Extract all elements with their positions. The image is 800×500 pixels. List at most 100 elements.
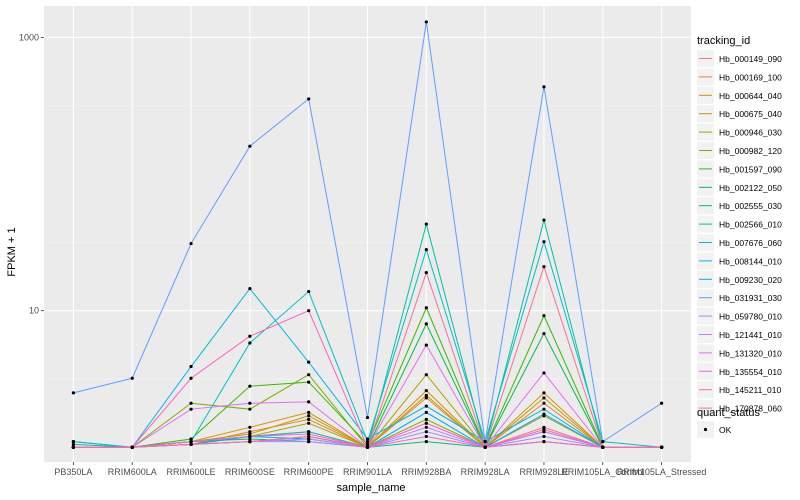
data-point bbox=[365, 437, 370, 441]
data-point bbox=[542, 440, 546, 444]
data-point bbox=[542, 427, 546, 432]
x-tick-label: RRIM928BA bbox=[401, 467, 451, 477]
data-point bbox=[365, 440, 370, 444]
data-point bbox=[130, 445, 134, 449]
x-axis-title: sample_name bbox=[336, 482, 405, 494]
data-point bbox=[424, 421, 428, 425]
data-point bbox=[542, 412, 546, 416]
data-point bbox=[542, 85, 546, 89]
legend-item-Hb_007676_060: Hb_007676_060 bbox=[697, 234, 782, 251]
x-tick-label: RRIM105LA_Stressed bbox=[617, 467, 707, 477]
data-point bbox=[71, 440, 76, 444]
legend-item-Hb_000946_030: Hb_000946_030 bbox=[697, 123, 782, 141]
legend-label: Hb_008144_010 bbox=[719, 256, 782, 266]
legend-label: Hb_007676_060 bbox=[719, 238, 782, 248]
legend-label: Hb_000946_030 bbox=[719, 128, 782, 138]
data-point bbox=[307, 289, 311, 294]
legend-label: Hb_170878_060 bbox=[719, 404, 782, 414]
data-point bbox=[248, 341, 252, 345]
data-point bbox=[659, 401, 664, 405]
data-point bbox=[307, 432, 311, 436]
data-point bbox=[130, 376, 134, 380]
data-point bbox=[307, 414, 311, 418]
data-point bbox=[601, 445, 605, 449]
legend-label: Hb_145211_010 bbox=[719, 385, 782, 395]
x-tick-label: PB350LA bbox=[54, 467, 92, 477]
data-point bbox=[248, 334, 252, 338]
data-point bbox=[307, 373, 311, 377]
data-point bbox=[189, 440, 193, 444]
data-point bbox=[542, 407, 546, 411]
legend-label: Hb_121441_010 bbox=[719, 330, 782, 340]
legend-label: Hb_002566_010 bbox=[719, 220, 782, 230]
data-point bbox=[601, 440, 605, 444]
data-point bbox=[189, 401, 193, 405]
x-tick-label: RRIM600PE bbox=[284, 467, 334, 477]
data-point bbox=[248, 425, 252, 429]
legend-label: Hb_000982_120 bbox=[719, 146, 782, 156]
data-point bbox=[248, 434, 252, 439]
data-point bbox=[542, 314, 546, 318]
data-point bbox=[424, 373, 428, 377]
data-point bbox=[248, 430, 252, 434]
data-point bbox=[189, 407, 193, 411]
legend2-title: quant_status bbox=[697, 407, 760, 419]
legend-item-Hb_008144_010: Hb_008144_010 bbox=[697, 252, 782, 270]
data-point bbox=[542, 371, 546, 375]
legend-item-Hb_009230_020: Hb_009230_020 bbox=[697, 270, 782, 288]
y-tick-label: 10 bbox=[29, 306, 39, 316]
legend: tracking_id Hb_000149_090 Hb_000169_100 Hb… bbox=[697, 35, 782, 438]
data-point bbox=[424, 417, 428, 421]
legend-item-Hb_135554_010: Hb_135554_010 bbox=[697, 362, 782, 380]
legend-item-Hb_002555_030: Hb_002555_030 bbox=[697, 197, 782, 215]
data-point bbox=[424, 404, 428, 408]
data-point bbox=[307, 421, 311, 425]
legend2-item: OK bbox=[697, 421, 732, 438]
x-tick-label: RRIM928LA bbox=[461, 467, 510, 477]
data-point bbox=[542, 218, 546, 222]
data-point bbox=[248, 440, 252, 444]
data-point bbox=[483, 440, 487, 444]
data-point bbox=[542, 391, 546, 395]
data-point bbox=[71, 391, 76, 395]
data-point bbox=[365, 445, 370, 449]
legend2-label: OK bbox=[719, 425, 732, 435]
legend-item-Hb_170878_060: Hb_170878_060 bbox=[697, 399, 782, 417]
legend-item-Hb_145211_010: Hb_145211_010 bbox=[697, 381, 782, 399]
data-point bbox=[307, 400, 311, 404]
data-point bbox=[542, 434, 546, 439]
data-point bbox=[307, 360, 311, 364]
data-point bbox=[365, 415, 370, 420]
data-point bbox=[307, 440, 311, 444]
data-point bbox=[424, 343, 428, 347]
data-point bbox=[307, 410, 311, 414]
data-point bbox=[71, 445, 76, 449]
x-tick-label: RRIM901LA bbox=[343, 467, 392, 477]
legend-item-Hb_000169_100: Hb_000169_100 bbox=[697, 68, 782, 86]
data-point bbox=[365, 442, 370, 446]
data-point bbox=[542, 265, 546, 269]
data-point bbox=[248, 407, 252, 411]
legend-item-Hb_121441_010: Hb_121441_010 bbox=[697, 326, 782, 343]
data-point bbox=[248, 287, 252, 291]
data-point bbox=[307, 434, 311, 439]
data-point bbox=[248, 144, 252, 148]
data-point bbox=[189, 376, 193, 380]
data-point bbox=[424, 425, 428, 429]
data-point bbox=[542, 396, 546, 400]
legend-label: Hb_135554_010 bbox=[719, 367, 782, 377]
data-point bbox=[424, 306, 428, 310]
legend-item-Hb_002122_050: Hb_002122_050 bbox=[697, 178, 782, 196]
plot-panel bbox=[44, 6, 691, 462]
x-tick-label: RRIM600SE bbox=[225, 467, 275, 477]
data-point bbox=[248, 432, 252, 436]
data-point bbox=[248, 384, 252, 388]
data-point bbox=[424, 388, 428, 393]
legend-label: Hb_031931_030 bbox=[719, 293, 782, 303]
data-point bbox=[424, 434, 428, 439]
data-point bbox=[307, 417, 311, 421]
legend-label: Hb_059780_010 bbox=[719, 312, 782, 322]
data-point bbox=[307, 430, 311, 434]
legend-item-Hb_059780_010: Hb_059780_010 bbox=[697, 307, 782, 325]
